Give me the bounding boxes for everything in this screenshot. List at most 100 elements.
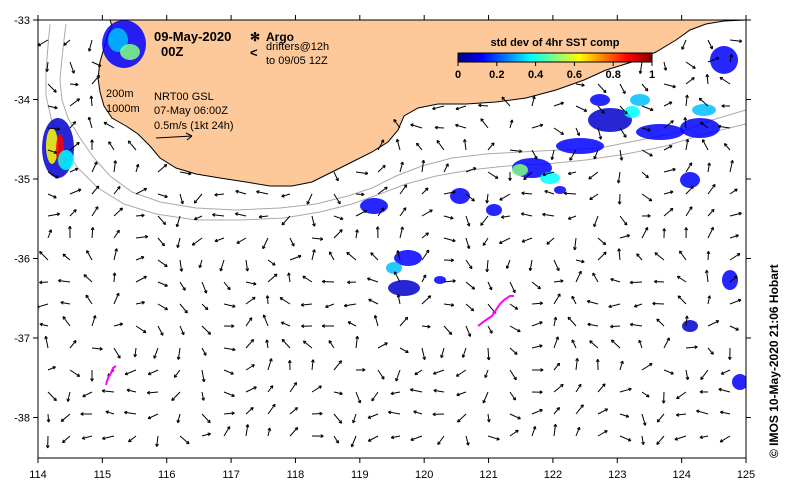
current-vector: [113, 207, 124, 217]
current-vector: [201, 432, 211, 437]
current-vector: [421, 324, 431, 329]
current-vector: [69, 188, 82, 195]
current-vector: [113, 160, 118, 173]
current-vector: [421, 159, 426, 173]
current-vector: [719, 435, 731, 443]
current-vector: [421, 232, 429, 239]
current-vector: [410, 123, 423, 129]
current-vector: [179, 193, 184, 205]
current-vector: [377, 164, 386, 173]
current-vector: [586, 299, 599, 305]
current-vector: [544, 189, 555, 195]
current-vector: [674, 435, 687, 441]
current-vector: [487, 171, 499, 179]
current-vector: [333, 391, 343, 396]
current-vector: [113, 347, 121, 359]
current-vector: [629, 280, 643, 285]
vector-scale-label: 0.5m/s (1kt 24h): [154, 120, 233, 132]
current-vector: [60, 300, 71, 305]
current-vector: [531, 95, 536, 107]
current-vector: [443, 190, 456, 195]
current-vector: [455, 369, 467, 377]
current-vector: [245, 338, 255, 349]
y-tick-label: -37: [14, 333, 30, 345]
current-vector: [531, 408, 543, 415]
current-vector: [421, 295, 432, 305]
sst-patch: [590, 94, 610, 106]
current-vector: [553, 279, 564, 283]
current-vector: [46, 413, 51, 423]
current-vector: [201, 347, 207, 356]
current-vector: [300, 302, 313, 307]
current-vector: [193, 193, 203, 204]
current-vector: [133, 347, 138, 358]
current-vector: [465, 237, 471, 249]
current-vector: [155, 435, 159, 447]
current-vector: [656, 413, 665, 423]
current-vector: [641, 127, 651, 132]
current-vector: [619, 413, 630, 418]
current-vector: [175, 215, 181, 228]
current-vector: [370, 252, 379, 261]
current-vector: [280, 321, 291, 327]
current-vector: [699, 435, 709, 439]
current-vector: [47, 391, 57, 402]
current-vector: [171, 391, 181, 401]
current-vector: [443, 303, 455, 307]
sst-patch: [682, 320, 698, 332]
sst-patch: [512, 164, 528, 176]
current-vector: [575, 404, 584, 415]
current-vector: [465, 259, 473, 270]
current-vector: [663, 369, 674, 375]
x-tick-label: 117: [222, 469, 240, 481]
current-vector: [112, 272, 117, 283]
current-vector: [465, 215, 471, 227]
vector-scale-arrow: [155, 132, 193, 141]
current-vector: [69, 369, 81, 377]
current-vector: [47, 366, 56, 371]
sst-patch: [556, 138, 604, 154]
current-vector: [343, 303, 357, 308]
current-vector: [399, 184, 408, 195]
sst-patch: [388, 280, 420, 296]
current-vector: [245, 407, 254, 415]
current-vector: [531, 321, 543, 327]
sst-patch: [360, 198, 388, 214]
current-vector: [47, 83, 57, 93]
current-vector: [575, 127, 581, 136]
current-vector: [135, 234, 149, 239]
current-vector: [289, 237, 295, 247]
x-tick-label: 122: [544, 469, 562, 481]
sst-patch: [434, 276, 446, 284]
current-vector: [399, 347, 409, 354]
current-vector: [395, 138, 401, 151]
current-vector: [311, 385, 322, 393]
current-vector: [729, 53, 734, 63]
current-vectors: [38, 39, 743, 449]
x-axis: 114 115 116 117 118 119 120 121 122 123 124 125: [29, 15, 755, 481]
current-vector: [368, 298, 379, 305]
current-vector: [393, 118, 401, 129]
current-vector: [575, 270, 582, 283]
current-vector: [135, 325, 147, 334]
current-vector: [135, 275, 147, 283]
sst-patch: [120, 44, 140, 60]
current-vector: [91, 161, 98, 173]
current-vector: [707, 39, 714, 50]
current-vector: [521, 237, 533, 243]
current-vector: [546, 237, 555, 245]
current-vector: [179, 435, 190, 445]
colorbar-tick-label: 0.8: [606, 69, 621, 81]
current-vector: [390, 391, 401, 396]
sst-patch: [58, 150, 74, 170]
current-vector: [135, 300, 145, 305]
current-vector: [553, 101, 564, 107]
current-vector: [153, 347, 159, 359]
current-vector: [245, 364, 255, 371]
drifter-label-1: drifters@12h: [266, 41, 329, 53]
current-vector: [480, 118, 489, 129]
current-vector: [641, 83, 649, 92]
current-vector: [333, 215, 344, 221]
current-vector: [214, 237, 225, 243]
current-vector: [523, 171, 533, 181]
